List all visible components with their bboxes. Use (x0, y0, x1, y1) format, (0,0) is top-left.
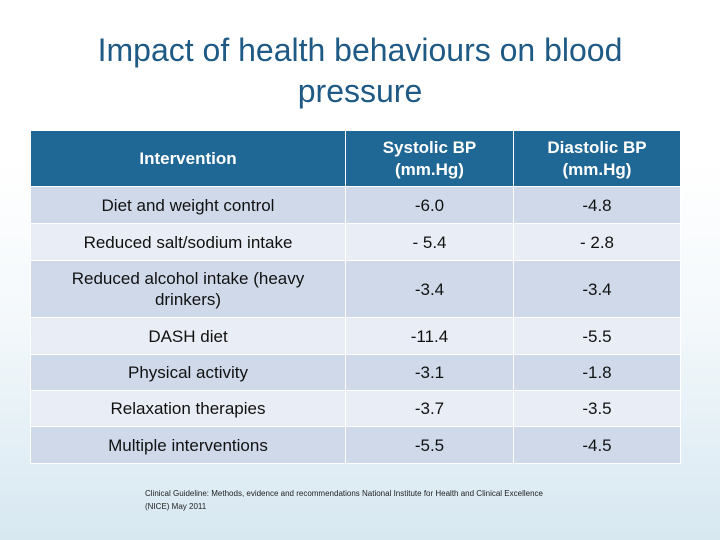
table-row: Diet and weight control -6.0 -4.8 (30, 186, 681, 224)
intervention-cell: Multiple interventions (30, 426, 346, 464)
diastolic-cell: -4.8 (513, 186, 681, 224)
diastolic-cell: -1.8 (513, 354, 681, 391)
header-diastolic: Diastolic BP (mm.Hg) (513, 130, 681, 187)
header-systolic: Systolic BP (mm.Hg) (345, 130, 514, 187)
header-intervention: Intervention (30, 130, 346, 187)
systolic-cell: -3.7 (345, 390, 514, 427)
intervention-cell: DASH diet (30, 317, 346, 355)
table-row: Reduced salt/sodium intake - 5.4 - 2.8 (30, 223, 681, 261)
intervention-cell: Reduced salt/sodium intake (30, 223, 346, 261)
table-row: Reduced alcohol intake (heavy drinkers) … (30, 260, 681, 318)
systolic-cell: -3.1 (345, 354, 514, 391)
slide-title: Impact of health behaviours on blood pre… (97, 32, 623, 109)
systolic-cell: -6.0 (345, 186, 514, 224)
table-row: DASH diet -11.4 -5.5 (30, 317, 681, 355)
systolic-cell: - 5.4 (345, 223, 514, 261)
intervention-cell: Physical activity (30, 354, 346, 391)
systolic-cell: -11.4 (345, 317, 514, 355)
intervention-cell: Diet and weight control (30, 186, 346, 224)
citation-text: Clinical Guideline: Methods, evidence an… (145, 489, 543, 511)
table-row: Physical activity -3.1 -1.8 (30, 354, 681, 391)
diastolic-cell: -3.5 (513, 390, 681, 427)
systolic-cell: -3.4 (345, 260, 514, 318)
table-header-row: Intervention Systolic BP (mm.Hg) Diastol… (30, 130, 681, 187)
table-row: Multiple interventions -5.5 -4.5 (30, 426, 681, 464)
diastolic-cell: -5.5 (513, 317, 681, 355)
diastolic-cell: -3.4 (513, 260, 681, 318)
intervention-cell: Relaxation therapies (30, 390, 346, 427)
systolic-cell: -5.5 (345, 426, 514, 464)
diastolic-cell: - 2.8 (513, 223, 681, 261)
table-row: Relaxation therapies -3.7 -3.5 (30, 390, 681, 427)
bp-impact-table: Intervention Systolic BP (mm.Hg) Diastol… (30, 130, 681, 464)
diastolic-cell: -4.5 (513, 426, 681, 464)
intervention-cell: Reduced alcohol intake (heavy drinkers) (30, 260, 346, 318)
